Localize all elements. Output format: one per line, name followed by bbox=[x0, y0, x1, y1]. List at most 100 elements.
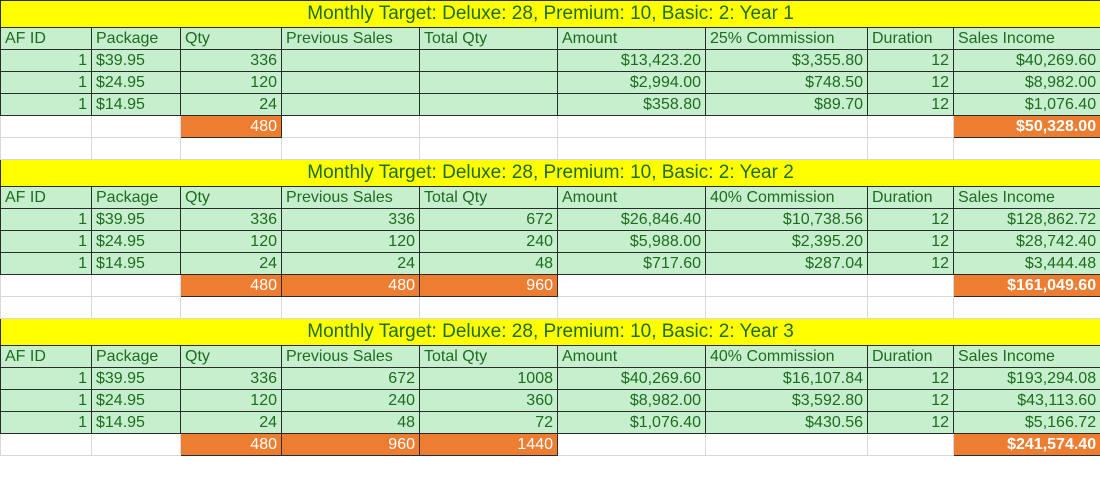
total-qty-cell[interactable]: 480 bbox=[180, 433, 282, 456]
cell-sales-income[interactable]: $5,166.72 bbox=[952, 411, 1100, 434]
cell-total-qty[interactable] bbox=[419, 93, 558, 116]
cell-previous-sales[interactable]: 672 bbox=[281, 367, 420, 390]
cell-qty[interactable]: 336 bbox=[180, 367, 282, 390]
header-af-id[interactable]: AF ID bbox=[0, 186, 92, 209]
cell-commission[interactable]: $287.04 bbox=[705, 252, 868, 275]
cell-commission[interactable]: $89.70 bbox=[705, 93, 868, 116]
empty-cell[interactable] bbox=[705, 274, 868, 297]
empty-cell[interactable] bbox=[0, 274, 92, 297]
empty-cell[interactable] bbox=[0, 433, 92, 456]
cell-previous-sales[interactable] bbox=[281, 93, 420, 116]
empty-cell[interactable] bbox=[91, 296, 181, 319]
empty-cell[interactable] bbox=[557, 115, 706, 138]
empty-cell[interactable] bbox=[91, 137, 181, 160]
cell-af-id[interactable]: 1 bbox=[0, 230, 92, 253]
empty-cell[interactable] bbox=[91, 433, 181, 456]
cell-af-id[interactable]: 1 bbox=[0, 208, 92, 231]
cell-duration[interactable]: 12 bbox=[867, 252, 954, 275]
header-previous-sales[interactable]: Previous Sales bbox=[281, 27, 420, 50]
empty-cell[interactable] bbox=[419, 115, 558, 138]
header-sales-income[interactable]: Sales Income bbox=[952, 186, 1100, 209]
empty-cell[interactable] bbox=[0, 137, 92, 160]
empty-cell[interactable] bbox=[952, 296, 1100, 319]
empty-cell[interactable] bbox=[281, 115, 420, 138]
cell-af-id[interactable]: 1 bbox=[0, 49, 92, 72]
cell-duration[interactable]: 12 bbox=[867, 49, 954, 72]
empty-cell[interactable] bbox=[419, 296, 558, 319]
header-sales-income[interactable]: Sales Income bbox=[952, 27, 1100, 50]
header-sales-income[interactable]: Sales Income bbox=[952, 345, 1100, 368]
cell-total-qty[interactable]: 48 bbox=[419, 252, 558, 275]
total-total-qty-cell[interactable]: 960 bbox=[419, 274, 558, 297]
cell-previous-sales[interactable] bbox=[281, 49, 420, 72]
empty-cell[interactable] bbox=[705, 296, 868, 319]
cell-total-qty[interactable]: 240 bbox=[419, 230, 558, 253]
cell-amount[interactable]: $13,423.20 bbox=[557, 49, 706, 72]
empty-cell[interactable] bbox=[557, 274, 706, 297]
cell-total-qty[interactable]: 672 bbox=[419, 208, 558, 231]
cell-amount[interactable]: $40,269.60 bbox=[557, 367, 706, 390]
empty-cell[interactable] bbox=[281, 137, 420, 160]
total-total-qty-cell[interactable]: 1440 bbox=[419, 433, 558, 456]
cell-qty[interactable]: 336 bbox=[180, 49, 282, 72]
total-previous-sales-cell[interactable]: 480 bbox=[281, 274, 420, 297]
cell-previous-sales[interactable]: 48 bbox=[281, 411, 420, 434]
header-duration[interactable]: Duration bbox=[867, 186, 954, 209]
cell-total-qty[interactable] bbox=[419, 49, 558, 72]
cell-qty[interactable]: 24 bbox=[180, 411, 282, 434]
cell-duration[interactable]: 12 bbox=[867, 93, 954, 116]
year-title-cell[interactable]: Monthly Target: Deluxe: 28, Premium: 10,… bbox=[0, 318, 1100, 346]
header-total-qty[interactable]: Total Qty bbox=[419, 186, 558, 209]
header-commission[interactable]: 40% Commission bbox=[705, 186, 868, 209]
empty-cell[interactable] bbox=[0, 296, 92, 319]
total-sales-income-cell[interactable]: $241,574.40 bbox=[952, 433, 1100, 456]
total-qty-cell[interactable]: 480 bbox=[180, 115, 282, 138]
header-total-qty[interactable]: Total Qty bbox=[419, 27, 558, 50]
empty-cell[interactable] bbox=[867, 274, 954, 297]
cell-previous-sales[interactable] bbox=[281, 71, 420, 94]
cell-sales-income[interactable]: $43,113.60 bbox=[952, 389, 1100, 412]
cell-commission[interactable]: $10,738.56 bbox=[705, 208, 868, 231]
cell-total-qty[interactable]: 1008 bbox=[419, 367, 558, 390]
cell-duration[interactable]: 12 bbox=[867, 230, 954, 253]
cell-package[interactable]: $14.95 bbox=[91, 93, 181, 116]
cell-package[interactable]: $39.95 bbox=[91, 49, 181, 72]
year-title-cell[interactable]: Monthly Target: Deluxe: 28, Premium: 10,… bbox=[0, 0, 1100, 28]
header-amount[interactable]: Amount bbox=[557, 186, 706, 209]
cell-commission[interactable]: $3,355.80 bbox=[705, 49, 868, 72]
header-af-id[interactable]: AF ID bbox=[0, 27, 92, 50]
empty-cell[interactable] bbox=[867, 296, 954, 319]
year-title-cell[interactable]: Monthly Target: Deluxe: 28, Premium: 10,… bbox=[0, 159, 1100, 187]
empty-cell[interactable] bbox=[281, 296, 420, 319]
cell-amount[interactable]: $26,846.40 bbox=[557, 208, 706, 231]
cell-commission[interactable]: $3,592.80 bbox=[705, 389, 868, 412]
cell-previous-sales[interactable]: 240 bbox=[281, 389, 420, 412]
cell-package[interactable]: $39.95 bbox=[91, 208, 181, 231]
cell-total-qty[interactable]: 72 bbox=[419, 411, 558, 434]
cell-amount[interactable]: $8,982.00 bbox=[557, 389, 706, 412]
cell-commission[interactable]: $16,107.84 bbox=[705, 367, 868, 390]
cell-amount[interactable]: $2,994.00 bbox=[557, 71, 706, 94]
cell-af-id[interactable]: 1 bbox=[0, 411, 92, 434]
cell-af-id[interactable]: 1 bbox=[0, 389, 92, 412]
cell-duration[interactable]: 12 bbox=[867, 389, 954, 412]
cell-commission[interactable]: $748.50 bbox=[705, 71, 868, 94]
cell-duration[interactable]: 12 bbox=[867, 208, 954, 231]
cell-qty[interactable]: 336 bbox=[180, 208, 282, 231]
cell-package[interactable]: $24.95 bbox=[91, 389, 181, 412]
empty-cell[interactable] bbox=[867, 137, 954, 160]
cell-package[interactable]: $24.95 bbox=[91, 230, 181, 253]
empty-cell[interactable] bbox=[705, 115, 868, 138]
cell-qty[interactable]: 120 bbox=[180, 71, 282, 94]
empty-cell[interactable] bbox=[91, 274, 181, 297]
header-commission[interactable]: 25% Commission bbox=[705, 27, 868, 50]
cell-commission[interactable]: $2,395.20 bbox=[705, 230, 868, 253]
header-qty[interactable]: Qty bbox=[180, 27, 282, 50]
header-package[interactable]: Package bbox=[91, 345, 181, 368]
cell-total-qty[interactable] bbox=[419, 71, 558, 94]
empty-cell[interactable] bbox=[867, 433, 954, 456]
empty-cell[interactable] bbox=[952, 137, 1100, 160]
total-previous-sales-cell[interactable]: 960 bbox=[281, 433, 420, 456]
cell-sales-income[interactable]: $8,982.00 bbox=[952, 71, 1100, 94]
empty-cell[interactable] bbox=[180, 296, 282, 319]
